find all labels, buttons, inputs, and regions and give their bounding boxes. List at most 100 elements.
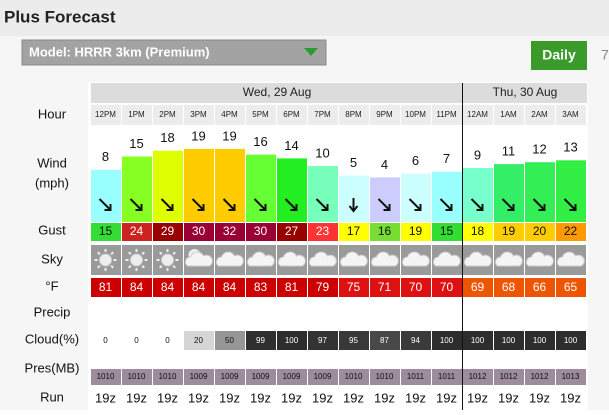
run-value: 19z <box>343 390 364 405</box>
wind-bar <box>277 158 307 222</box>
cloud-value: 87 <box>380 336 389 345</box>
day-header <box>463 83 587 103</box>
gust-value: 29 <box>161 224 175 238</box>
run-value: 19z <box>126 390 147 405</box>
pres-value: 1009 <box>283 372 301 381</box>
model-select[interactable] <box>21 39 327 66</box>
pres-value: 1009 <box>221 372 239 381</box>
temp-cell <box>463 278 493 297</box>
hour-cell <box>494 105 524 125</box>
cloud-value: 0 <box>103 336 108 345</box>
run-value: 19z <box>281 390 302 405</box>
run-value: 19z <box>529 390 550 405</box>
wind-bar <box>401 173 431 222</box>
cloud-icon <box>309 251 337 267</box>
gust-cell <box>432 223 462 241</box>
hour-label: 12AM <box>467 110 488 119</box>
sun-ray <box>172 251 176 256</box>
cloud-icon <box>340 251 368 267</box>
cloud-value: 94 <box>411 336 420 345</box>
hour-cell <box>370 105 400 125</box>
cloud-icon <box>185 251 213 267</box>
run-value: 19z <box>405 390 426 405</box>
hour-cell <box>401 105 431 125</box>
hour-label: 12PM <box>95 110 116 119</box>
cloud-cell <box>432 331 462 350</box>
run-value: 19z <box>188 390 209 405</box>
temp-value: 84 <box>161 280 175 294</box>
hour-label: 5PM <box>252 110 269 119</box>
cloud-cell <box>463 331 493 350</box>
gust-cell <box>91 223 121 241</box>
pres-value: 1012 <box>469 372 487 381</box>
cloud-value: 50 <box>225 336 234 345</box>
pres-cell <box>463 369 493 385</box>
wind-value: 16 <box>253 134 267 149</box>
cloud-icon <box>402 251 430 267</box>
hour-label: 2AM <box>531 110 548 119</box>
gust-cell <box>525 223 555 241</box>
wind-bar <box>122 156 152 222</box>
row-label: Sky <box>41 251 63 266</box>
pres-value: 1009 <box>252 372 270 381</box>
pres-cell <box>370 369 400 385</box>
pres-value: 1012 <box>500 372 518 381</box>
row-label: Precip <box>34 304 71 319</box>
gust-value: 24 <box>130 224 144 238</box>
temp-cell <box>215 278 245 297</box>
pres-cell <box>556 369 586 385</box>
pres-cell <box>308 369 338 385</box>
gust-value: 20 <box>533 224 547 238</box>
pres-cell <box>122 369 152 385</box>
gust-cell <box>215 223 245 241</box>
gust-value: 30 <box>254 224 268 238</box>
sun-ray <box>110 251 114 256</box>
temp-cell <box>246 278 276 297</box>
temp-cell <box>494 278 524 297</box>
hour-label: 4PM <box>221 110 238 119</box>
dropdown-arrow <box>304 48 318 56</box>
wind-value: 9 <box>474 147 481 162</box>
hour-label: 8PM <box>345 110 362 119</box>
pres-value: 1011 <box>438 372 456 381</box>
cloud-cell <box>525 331 555 350</box>
hour-cell <box>91 105 121 125</box>
wind-bar <box>184 148 214 222</box>
sun-ray <box>97 251 101 256</box>
gust-value: 30 <box>192 224 206 238</box>
wind-bar <box>494 164 524 222</box>
daily-label: Daily <box>542 47 576 63</box>
temp-value: 65 <box>564 280 578 294</box>
wind-arrow <box>222 198 236 211</box>
hour-label: 3AM <box>562 110 579 119</box>
gust-cell <box>370 223 400 241</box>
wind-bar <box>432 171 462 222</box>
run-value: 19z <box>436 390 457 405</box>
wind-arrow <box>253 198 267 211</box>
wind-bar <box>463 167 493 222</box>
cloud-cell <box>184 331 214 350</box>
cloud-cell <box>215 331 245 350</box>
temp-value: 69 <box>471 280 485 294</box>
sun-ray <box>141 264 145 269</box>
pres-cell <box>153 369 183 385</box>
title: Plus Forecast <box>4 7 116 26</box>
cloud-value: 100 <box>440 336 454 345</box>
cloud-cell <box>277 331 307 350</box>
temp-cell <box>525 278 555 297</box>
temp-cell <box>432 278 462 297</box>
hour-cell <box>122 105 152 125</box>
wind-value: 8 <box>102 149 109 164</box>
row-label: °F <box>45 278 58 293</box>
sun-icon <box>161 253 174 267</box>
temp-value: 75 <box>347 280 361 294</box>
temp-cell <box>184 278 214 297</box>
wind-bar <box>153 150 183 222</box>
daily-tab[interactable] <box>531 41 587 70</box>
temp-value: 79 <box>316 280 330 294</box>
gust-value: 16 <box>378 224 392 238</box>
tab-7[interactable]: 7 <box>601 47 609 63</box>
hour-label: 6PM <box>283 110 300 119</box>
cloud-cell <box>339 331 369 350</box>
